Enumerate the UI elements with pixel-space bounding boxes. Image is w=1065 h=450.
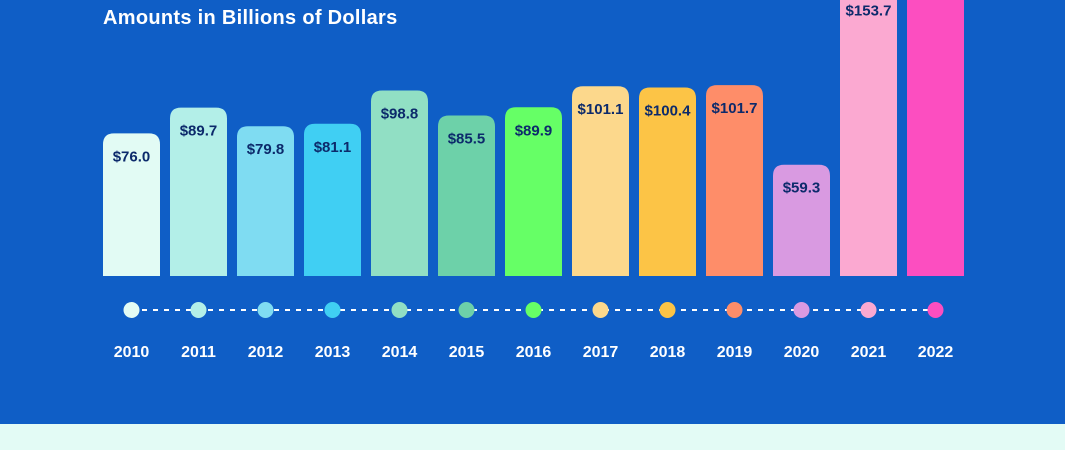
year-label-2018: 2018	[650, 344, 686, 361]
timeline-dot-2011	[190, 302, 207, 318]
year-label-2015: 2015	[449, 344, 485, 361]
bar-2021	[840, 0, 897, 276]
value-label-2016: $89.9	[515, 122, 553, 139]
timeline-dot-2019	[726, 302, 743, 318]
footer-band	[0, 424, 1065, 450]
bar-2017	[572, 86, 629, 277]
year-label-2014: 2014	[382, 344, 418, 361]
timeline-dot-2012	[257, 302, 274, 318]
year-label-2012: 2012	[248, 344, 284, 361]
bars-group	[103, 0, 964, 277]
bar-2018	[639, 87, 696, 277]
year-label-2019: 2019	[717, 344, 753, 361]
bar-2015	[438, 115, 495, 276]
year-label-2022: 2022	[918, 344, 954, 361]
value-label-2017: $101.1	[578, 101, 624, 118]
bar-2011	[170, 107, 227, 276]
year-label-2020: 2020	[784, 344, 820, 361]
bar-2012	[237, 126, 294, 277]
value-label-2015: $85.5	[448, 131, 486, 148]
timeline-dot-2010	[123, 302, 140, 318]
bar-2019	[706, 85, 763, 276]
bar-2016	[505, 107, 562, 277]
year-label-2016: 2016	[516, 344, 552, 361]
value-label-2018: $100.4	[645, 103, 692, 120]
value-label-2010: $76.0	[113, 148, 151, 165]
timeline-dot-2018	[659, 302, 676, 318]
value-label-2020: $59.3	[783, 180, 821, 197]
timeline-dot-2020	[793, 302, 810, 318]
timeline-dot-2021	[860, 302, 877, 318]
value-label-2021: $153.7	[846, 3, 892, 20]
value-label-2011: $89.7	[180, 123, 218, 140]
bar-2022	[907, 0, 964, 276]
bar-2014	[371, 90, 428, 276]
timeline-dots-group	[123, 302, 944, 318]
year-label-2010: 2010	[114, 344, 150, 361]
year-labels-group: 2010 2011 2012 2013 2014 2015 2016 2017 2018 2019…	[114, 344, 954, 361]
chart-subtitle: Amounts in Billions of Dollars	[103, 7, 398, 29]
timeline-dot-2022	[927, 302, 944, 318]
year-label-2017: 2017	[583, 344, 619, 361]
year-label-2011: 2011	[181, 344, 216, 361]
value-labels-group: $76.0 $89.7 $79.8 $81.1 $98.8 $85.5 $89.9 $101.…	[113, 3, 892, 197]
value-label-2014: $98.8	[381, 106, 419, 123]
bar-2010	[103, 133, 160, 276]
value-label-2012: $79.8	[247, 141, 285, 158]
timeline-dot-2014	[391, 302, 408, 318]
timeline-dot-2013	[324, 302, 341, 318]
timeline-dot-2017	[592, 302, 609, 318]
bar-chart: $76.0 $89.7 $79.8 $81.1 $98.8 $85.5 $89.9 $101.…	[103, 0, 964, 361]
timeline-dot-2016	[525, 302, 542, 318]
year-label-2021: 2021	[851, 344, 887, 361]
value-label-2019: $101.7	[712, 100, 758, 117]
timeline-dot-2015	[458, 302, 475, 318]
bar-2013	[304, 123, 361, 276]
year-label-2013: 2013	[315, 344, 351, 361]
bar-2020	[773, 164, 830, 276]
value-label-2013: $81.1	[314, 139, 352, 156]
